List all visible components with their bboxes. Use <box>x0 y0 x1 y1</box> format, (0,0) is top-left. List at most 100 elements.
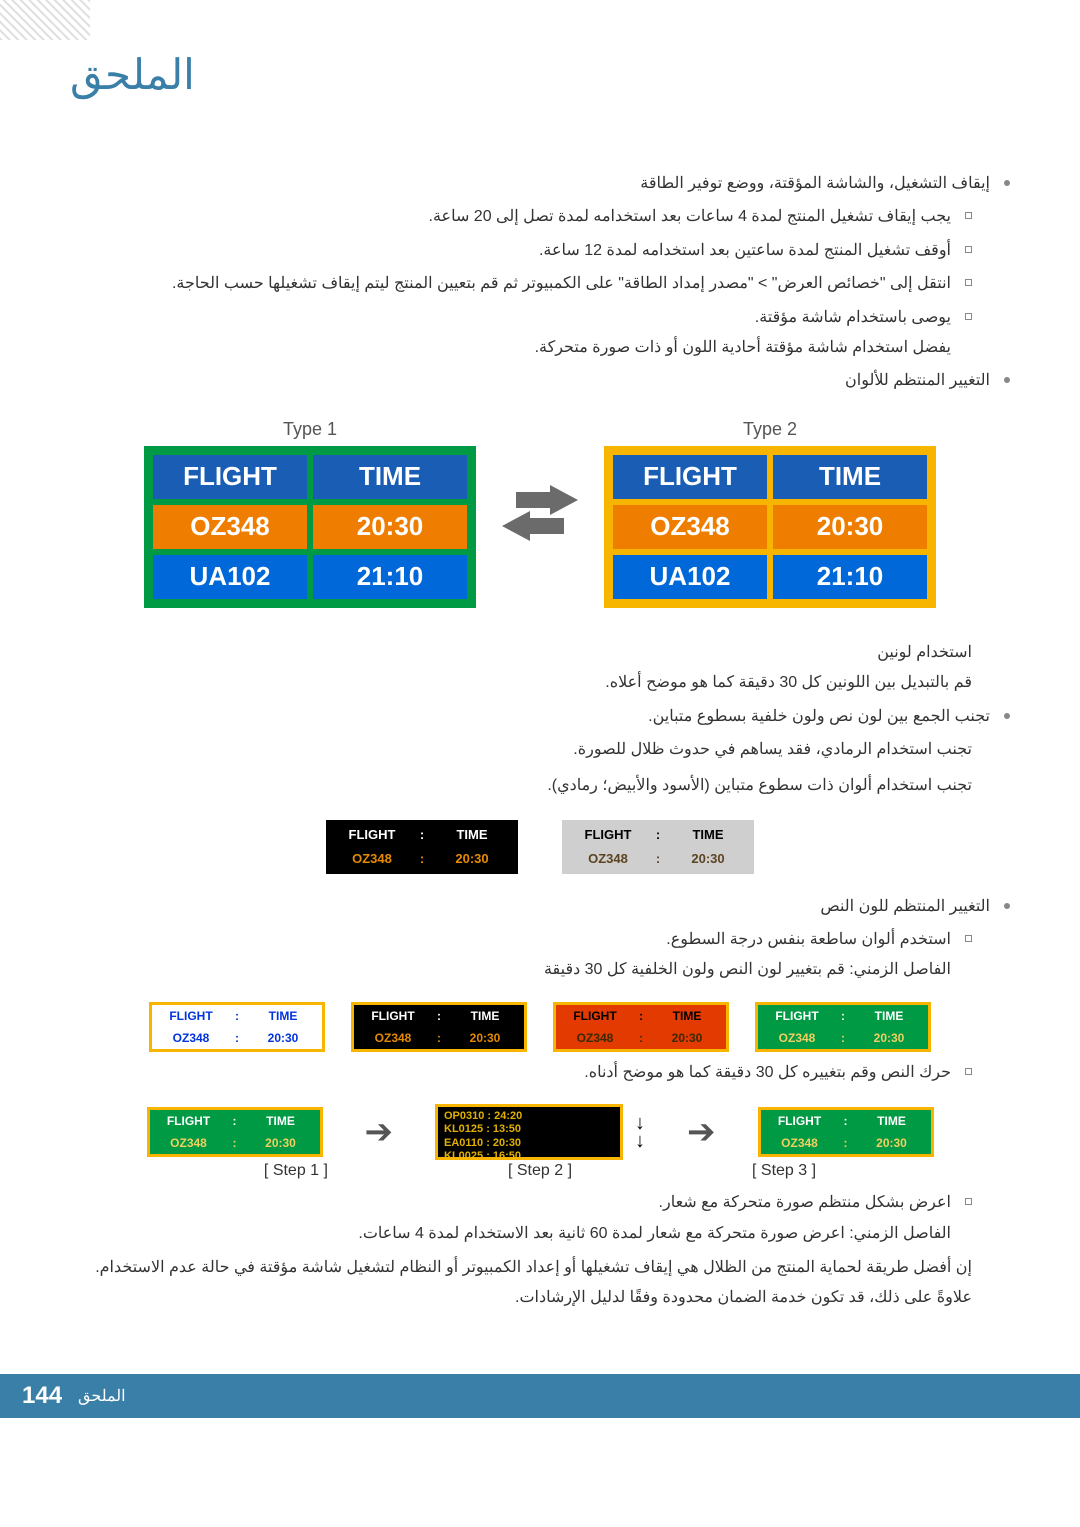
page-title: الملحق <box>70 30 1010 99</box>
cell: : <box>836 1005 850 1027</box>
cell: OZ348 <box>150 502 310 552</box>
type-tables: Type 1 FLIGHT TIME OZ348 20:30 UA102 21:… <box>70 419 1010 608</box>
step-labels: [ Step 1 ] [ Step 2 ] [ Step 3 ] <box>70 1162 1010 1180</box>
cell: 20:30 <box>242 1132 320 1154</box>
hdr-time: TIME <box>770 452 930 502</box>
variant-black: FLIGHT:TIME OZ348:20:30 <box>351 1002 527 1052</box>
bullet-square-icon <box>965 246 972 253</box>
color-variants: FLIGHT:TIME OZ348:20:30 FLIGHT:TIME OZ34… <box>70 1002 1010 1052</box>
text: استخدم ألوان ساطعة بنفس درجة السطوع. الف… <box>70 925 951 986</box>
sub-item: انتقل إلى "خصائص العرض" > "مصدر إمداد ال… <box>70 269 1010 299</box>
hdr-flight: FLIGHT <box>610 452 770 502</box>
bullet-item: تجنب الجمع بين لون نص ولون خلفية بسطوع م… <box>70 702 1010 732</box>
cell: FLIGHT <box>150 1110 228 1132</box>
cell: : <box>634 1005 648 1027</box>
sub-item: أوقف تشغيل المنتج لمدة ساعتين بعد استخدا… <box>70 236 1010 266</box>
cell: TIME <box>850 1005 928 1027</box>
sub-item: يوصى باستخدام شاشة مؤقتة. يفضل استخدام ش… <box>70 303 1010 364</box>
text: التغيير المنتظم للألوان <box>70 366 990 396</box>
cell: FLIGHT <box>565 823 651 847</box>
cell: 20:30 <box>665 847 751 871</box>
cell: 20:30 <box>310 502 470 552</box>
cell: OZ348 <box>152 1027 230 1049</box>
cell: : <box>230 1005 244 1027</box>
cell: OZ348 <box>329 847 415 871</box>
type1-block: Type 1 FLIGHT TIME OZ348 20:30 UA102 21:… <box>144 419 476 608</box>
cell: 21:10 <box>310 552 470 602</box>
cell: : <box>651 823 665 847</box>
sub-item: يجب إيقاف تشغيل المنتج لمدة 4 ساعات بعد … <box>70 202 1010 232</box>
arrow-right-icon: ➔ <box>365 1112 394 1152</box>
scroll-line: KL0125 : 13:50 <box>444 1123 614 1136</box>
cell: UA102 <box>610 552 770 602</box>
page-footer: الملحق 144 <box>0 1374 1080 1418</box>
text: يفضل استخدام شاشة مؤقتة أحادية اللون أو … <box>535 339 951 356</box>
bullet-square-icon <box>965 1198 972 1205</box>
variant-white: FLIGHT:TIME OZ348:20:30 <box>149 1002 325 1052</box>
step-label: [ Step 3 ] <box>752 1162 816 1180</box>
text: تجنب استخدام الرمادي، فقد يساهم في حدوث … <box>70 735 1010 765</box>
sub-item: استخدم ألوان ساطعة بنفس درجة السطوع. الف… <box>70 925 1010 986</box>
bullet-dot-icon <box>1004 180 1010 186</box>
bullet-square-icon <box>965 935 972 942</box>
text: اعرض بشكل منتظم صورة متحركة مع شعار. <box>659 1194 951 1211</box>
text: الفاصل الزمني: اعرض صورة متحركة مع شعار … <box>358 1225 951 1242</box>
step3-box: FLIGHT:TIME OZ348:20:30 <box>758 1107 934 1157</box>
cell: : <box>415 847 429 871</box>
cell: 20:30 <box>850 1027 928 1049</box>
cell: TIME <box>665 823 751 847</box>
cell: OZ348 <box>556 1027 634 1049</box>
bullet-dot-icon <box>1004 713 1010 719</box>
sub-item: حرك النص وقم بتغييره كل 30 دقيقة كما هو … <box>70 1058 1010 1088</box>
cell: FLIGHT <box>329 823 415 847</box>
cell: : <box>415 823 429 847</box>
bullet-square-icon <box>965 212 972 219</box>
text: حرك النص وقم بتغييره كل 30 دقيقة كما هو … <box>70 1058 951 1088</box>
scroll-line: EA0110 : 20:30 <box>444 1137 614 1150</box>
text: استخدم ألوان ساطعة بنفس درجة السطوع. <box>666 931 951 948</box>
text: تجنب استخدام ألوان ذات سطوع متباين (الأس… <box>70 771 1010 801</box>
footer-text: الملحق <box>78 1386 126 1406</box>
cell: TIME <box>244 1005 322 1027</box>
cell: : <box>228 1110 242 1132</box>
mini-table-gray: FLIGHT:TIME OZ348:20:30 <box>562 820 754 874</box>
text: انتقل إلى "خصائص العرض" > "مصدر إمداد ال… <box>70 269 951 299</box>
cell: : <box>230 1027 244 1049</box>
text: يوصى باستخدام شاشة مؤقتة. <box>755 309 951 326</box>
cell: OZ348 <box>565 847 651 871</box>
cell: : <box>836 1027 850 1049</box>
text: قم بالتبديل بين اللونين كل 30 دقيقة كما … <box>605 674 972 691</box>
text: قم بالتبديل بين اللونين كل 30 دقيقة كما … <box>70 668 1010 698</box>
cell: UA102 <box>150 552 310 602</box>
text: أوقف تشغيل المنتج لمدة ساعتين بعد استخدا… <box>70 236 951 266</box>
text: تجنب استخدام الرمادي، فقد يساهم في حدوث … <box>573 741 972 758</box>
cell: 20:30 <box>853 1132 931 1154</box>
step1-box: FLIGHT:TIME OZ348:20:30 <box>147 1107 323 1157</box>
cell: OZ348 <box>150 1132 228 1154</box>
cell: OZ348 <box>610 502 770 552</box>
step-label: [ Step 2 ] <box>508 1162 572 1180</box>
cell: OZ348 <box>354 1027 432 1049</box>
type1-label: Type 1 <box>144 419 476 440</box>
scroll-steps: FLIGHT:TIME OZ348:20:30 ➔ OP0310 : 24:20… <box>70 1104 1010 1160</box>
variant-green: FLIGHT:TIME OZ348:20:30 <box>755 1002 931 1052</box>
swap-arrows-icon <box>500 483 580 543</box>
cell: FLIGHT <box>758 1005 836 1027</box>
sub-item: اعرض بشكل منتظم صورة متحركة مع شعار. الف… <box>70 1188 1010 1249</box>
flight-table-1: FLIGHT TIME OZ348 20:30 UA102 21:10 <box>144 446 476 608</box>
cell: FLIGHT <box>761 1110 839 1132</box>
cell: TIME <box>853 1110 931 1132</box>
cell: : <box>228 1132 242 1154</box>
cell: TIME <box>429 823 515 847</box>
text: يجب إيقاف تشغيل المنتج لمدة 4 ساعات بعد … <box>70 202 951 232</box>
bullet-square-icon <box>965 313 972 320</box>
text: التغيير المنتظم للون النص <box>70 892 990 922</box>
flight-table-2: FLIGHT TIME OZ348 20:30 UA102 21:10 <box>604 446 936 608</box>
cell: OZ348 <box>758 1027 836 1049</box>
cell: 20:30 <box>770 502 930 552</box>
type2-label: Type 2 <box>604 419 936 440</box>
contrast-examples: FLIGHT:TIME OZ348:20:30 FLIGHT:TIME OZ34… <box>70 820 1010 874</box>
cell: FLIGHT <box>556 1005 634 1027</box>
corner-pattern <box>0 0 90 40</box>
cell: : <box>634 1027 648 1049</box>
